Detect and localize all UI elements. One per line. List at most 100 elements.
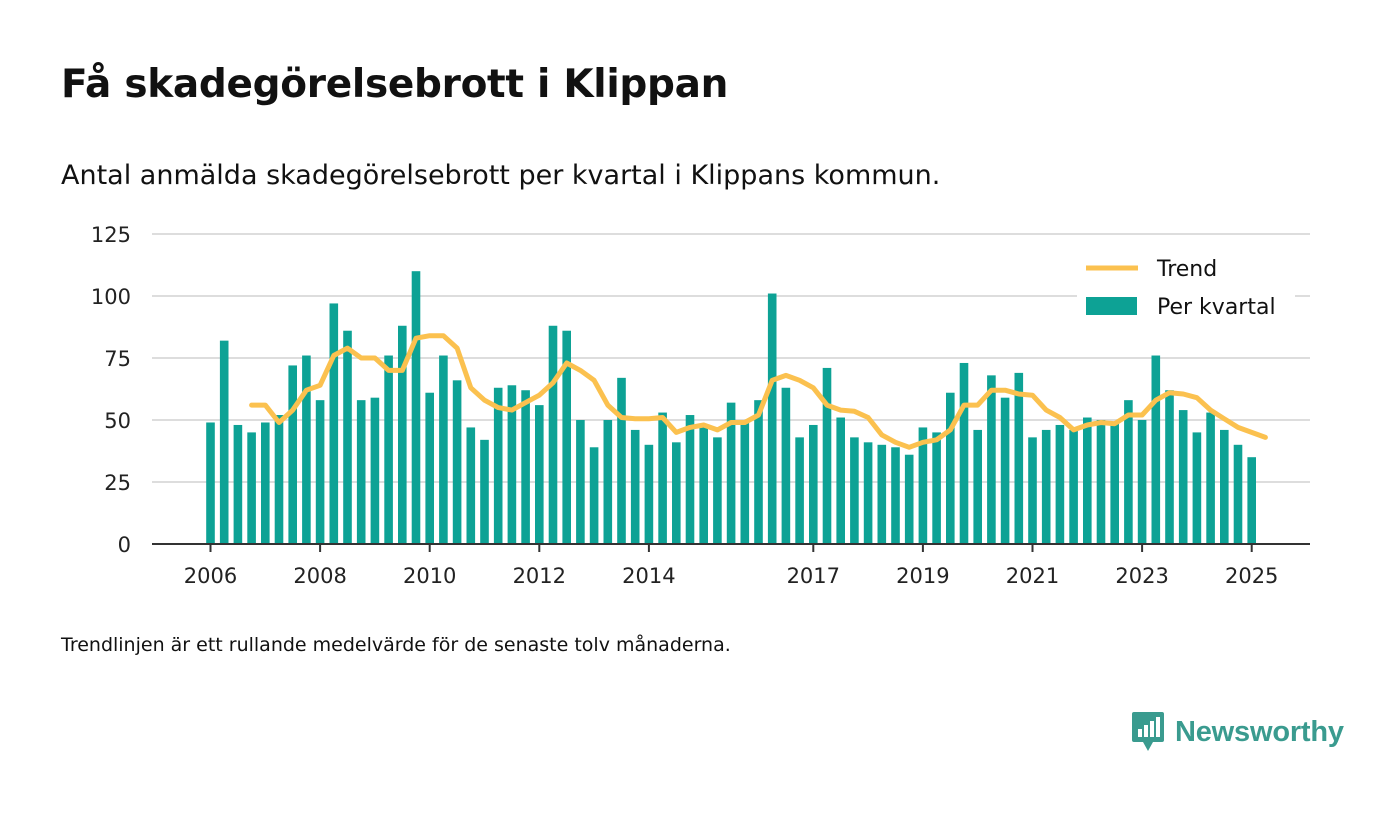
bar — [904, 454, 914, 544]
bar — [1069, 429, 1078, 544]
bar — [562, 330, 571, 544]
bar — [370, 397, 380, 544]
brand-logo: Newsworthy — [1131, 711, 1344, 753]
x-tick-label: 2025 — [1225, 564, 1278, 588]
x-tick-label: 2023 — [1115, 564, 1168, 588]
legend-swatch-per-kvartal — [1086, 297, 1137, 315]
bar — [891, 447, 900, 544]
bar — [781, 387, 791, 544]
bar — [233, 424, 243, 544]
bar — [1137, 420, 1147, 544]
x-tick-label: 2019 — [896, 564, 949, 588]
x-tick-label: 2014 — [622, 564, 675, 588]
bar — [767, 293, 777, 544]
bar — [1055, 424, 1065, 544]
bar — [493, 387, 503, 544]
legend: Trend Per kvartal — [1077, 252, 1295, 330]
footnote: Trendlinjen är ett rullande medelvärde f… — [61, 634, 731, 656]
bar — [315, 400, 325, 544]
x-tick-label: 2017 — [787, 564, 840, 588]
bar — [439, 355, 448, 544]
y-tick-label: 25 — [104, 471, 131, 495]
bar — [726, 402, 736, 544]
bar — [877, 444, 887, 544]
bar — [288, 365, 297, 544]
bar — [261, 422, 270, 544]
bar — [384, 355, 393, 544]
bar — [754, 400, 763, 544]
bar — [425, 392, 434, 544]
bar — [809, 424, 818, 544]
brand-name: Newsworthy — [1175, 715, 1344, 748]
bar — [973, 429, 982, 544]
bar — [932, 432, 941, 544]
bar — [699, 427, 708, 544]
bar — [946, 392, 955, 544]
bar — [1192, 432, 1202, 544]
line-series-trend — [249, 333, 1268, 450]
bar — [1165, 390, 1174, 544]
bar — [1124, 400, 1133, 544]
bar — [589, 447, 599, 544]
bar — [836, 417, 845, 544]
bar — [1233, 444, 1243, 544]
bar — [576, 420, 585, 544]
bar — [685, 415, 695, 544]
bar — [658, 412, 667, 544]
chart-subtitle: Antal anmälda skadegörelsebrott per kvar… — [61, 160, 941, 191]
y-tick-label: 100 — [91, 285, 131, 309]
bar — [987, 375, 996, 544]
bar — [1028, 437, 1037, 544]
bar — [1220, 429, 1229, 544]
bar — [850, 437, 859, 544]
bar — [480, 439, 489, 544]
bar — [1083, 417, 1092, 544]
bar — [1096, 420, 1106, 544]
x-axis-ticks: 2006 2008 2010 2012 2014 2017 2019 2021 2023 2025 — [184, 544, 1278, 588]
bar — [740, 422, 750, 544]
bar — [617, 377, 626, 544]
bar — [535, 405, 544, 544]
bar — [274, 415, 284, 544]
bar — [1000, 397, 1010, 544]
bar — [713, 437, 722, 544]
bar — [1247, 457, 1256, 544]
legend-label-per-kvartal: Per kvartal — [1157, 295, 1276, 320]
bar — [411, 271, 421, 544]
bar — [356, 400, 366, 544]
bar — [1178, 410, 1188, 544]
legend-label-trend: Trend — [1156, 257, 1217, 282]
bar — [302, 355, 311, 544]
x-tick-label: 2008 — [293, 564, 346, 588]
bar — [1110, 422, 1119, 544]
bar — [247, 432, 256, 544]
y-tick-label: 0 — [118, 533, 131, 557]
x-tick-label: 2012 — [513, 564, 566, 588]
x-tick-label: 2010 — [403, 564, 456, 588]
bar — [1206, 412, 1215, 544]
bar — [603, 420, 613, 544]
y-tick-label: 75 — [104, 347, 131, 371]
bar — [398, 325, 407, 544]
trend-line — [249, 333, 1268, 450]
bar — [466, 427, 476, 544]
bar — [863, 442, 873, 544]
y-tick-label: 125 — [91, 223, 131, 247]
bar — [644, 444, 654, 544]
bar — [1041, 429, 1051, 544]
y-tick-label: 50 — [104, 409, 131, 433]
bar — [630, 429, 640, 544]
bar — [206, 422, 215, 544]
bar — [452, 380, 462, 544]
bar — [959, 362, 969, 544]
x-tick-label: 2006 — [184, 564, 237, 588]
bar — [329, 303, 339, 544]
bar — [672, 442, 681, 544]
y-axis-ticks: 0 25 50 75 100 125 — [91, 223, 131, 557]
bar — [219, 340, 229, 544]
bar — [507, 385, 517, 544]
newsworthy-logo-icon — [1132, 712, 1164, 751]
bar — [795, 437, 804, 544]
chart-title: Få skadegörelsebrott i Klippan — [61, 62, 729, 107]
